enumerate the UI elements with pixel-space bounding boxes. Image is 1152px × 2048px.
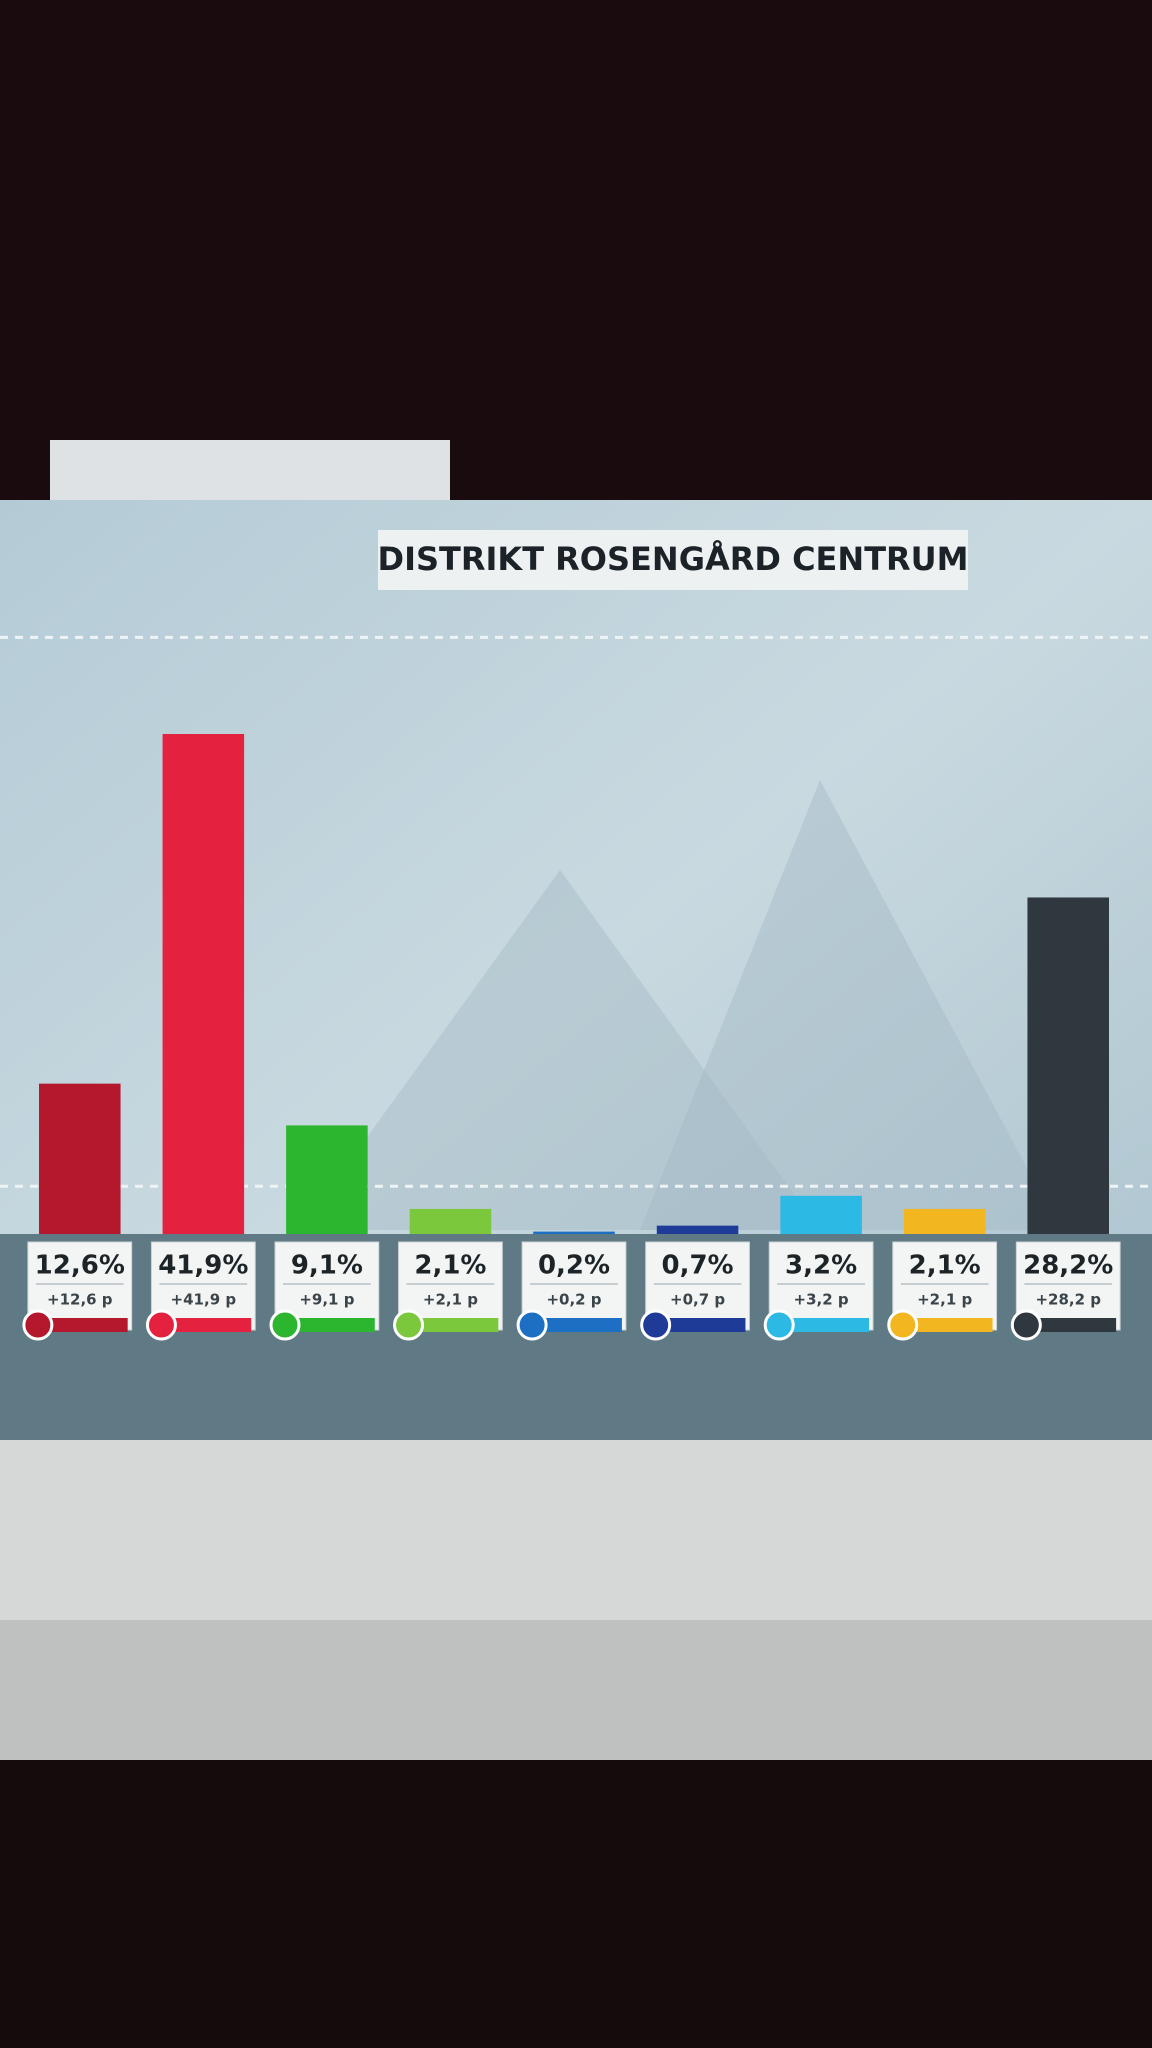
party-icon: [393, 1309, 425, 1341]
bar: [162, 733, 245, 1234]
bar: [409, 1208, 492, 1234]
change-label: +41,9 p: [171, 1291, 237, 1309]
change-label: +9,1 p: [299, 1291, 354, 1309]
floor: [0, 1760, 1152, 2048]
bar: [1027, 897, 1109, 1234]
title-box: [378, 530, 968, 590]
bar: [533, 1231, 615, 1234]
bar: [780, 1195, 862, 1234]
party-icon: [269, 1309, 301, 1341]
bar: [656, 1225, 739, 1234]
party-icon: [22, 1309, 54, 1341]
value-label: 3,2%: [785, 1251, 857, 1281]
party-stripe: [284, 1318, 375, 1332]
screen-bezel: [50, 440, 450, 502]
bar: [286, 1125, 368, 1234]
value-label: 9,1%: [291, 1251, 363, 1281]
change-label: +2,1 p: [423, 1291, 478, 1309]
party-icon: [763, 1309, 795, 1341]
party-stripe: [532, 1318, 622, 1332]
party-stripe: [902, 1318, 993, 1332]
change-label: +28,2 p: [1035, 1291, 1101, 1309]
value-label: 12,6%: [35, 1251, 125, 1281]
value-label: 2,1%: [909, 1251, 981, 1281]
party-icon: [1010, 1309, 1042, 1341]
decor: [640, 780, 1060, 1230]
party-icon: [887, 1309, 919, 1341]
party-icon: [516, 1309, 548, 1341]
chart-title: DISTRIKT ROSENGÅRD CENTRUM: [378, 540, 969, 578]
value-label: 41,9%: [158, 1251, 248, 1281]
party-stripe: [37, 1318, 128, 1332]
party-stripe: [161, 1318, 252, 1332]
value-label: 0,2%: [538, 1251, 610, 1281]
change-label: +0,7 p: [670, 1291, 725, 1309]
party-stripe: [779, 1318, 870, 1332]
value-label: 0,7%: [662, 1251, 734, 1281]
decor: [300, 870, 820, 1230]
bar: [903, 1208, 986, 1234]
change-label: +2,1 p: [917, 1291, 972, 1309]
value-label: 2,1%: [414, 1251, 486, 1281]
change-label: +0,2 p: [546, 1291, 601, 1309]
stand-front: [0, 1620, 1152, 1760]
change-label: +3,2 p: [794, 1291, 849, 1309]
party-icon: [640, 1309, 672, 1341]
party-stripe: [1026, 1318, 1117, 1332]
party-icon: [145, 1309, 177, 1341]
bar: [39, 1083, 121, 1234]
value-label: 28,2%: [1023, 1251, 1113, 1281]
party-stripe: [655, 1318, 746, 1332]
party-stripe: [408, 1318, 499, 1332]
change-label: +12,6 p: [47, 1291, 113, 1309]
